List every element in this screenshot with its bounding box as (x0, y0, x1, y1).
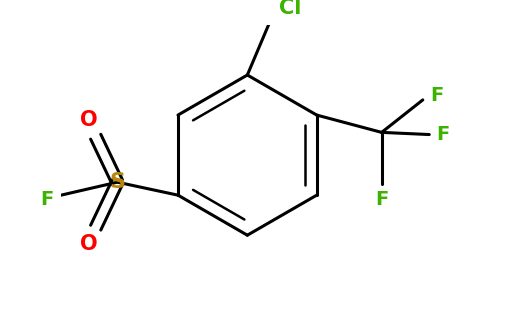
Text: F: F (40, 190, 54, 209)
Text: S: S (110, 172, 125, 192)
Text: O: O (80, 234, 98, 254)
Text: F: F (437, 125, 450, 144)
Text: F: F (375, 190, 388, 209)
Text: Cl: Cl (280, 0, 302, 18)
Text: F: F (430, 86, 443, 105)
Text: O: O (80, 110, 98, 130)
